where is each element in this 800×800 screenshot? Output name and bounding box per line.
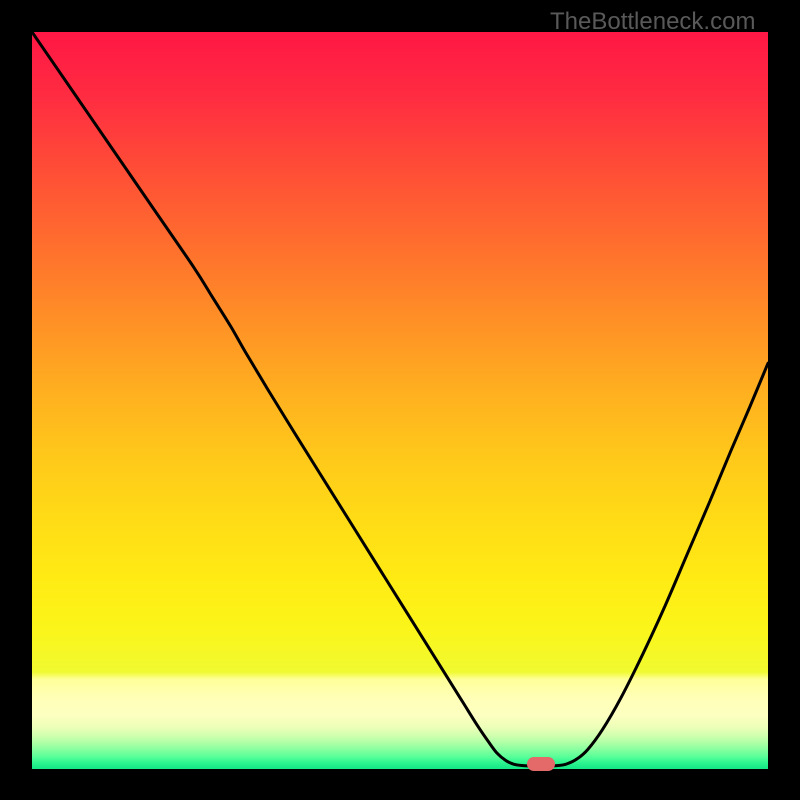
watermark-text: TheBottleneck.com — [550, 8, 755, 36]
optimal-point-marker — [527, 757, 555, 771]
bottleneck-curve — [32, 32, 768, 768]
